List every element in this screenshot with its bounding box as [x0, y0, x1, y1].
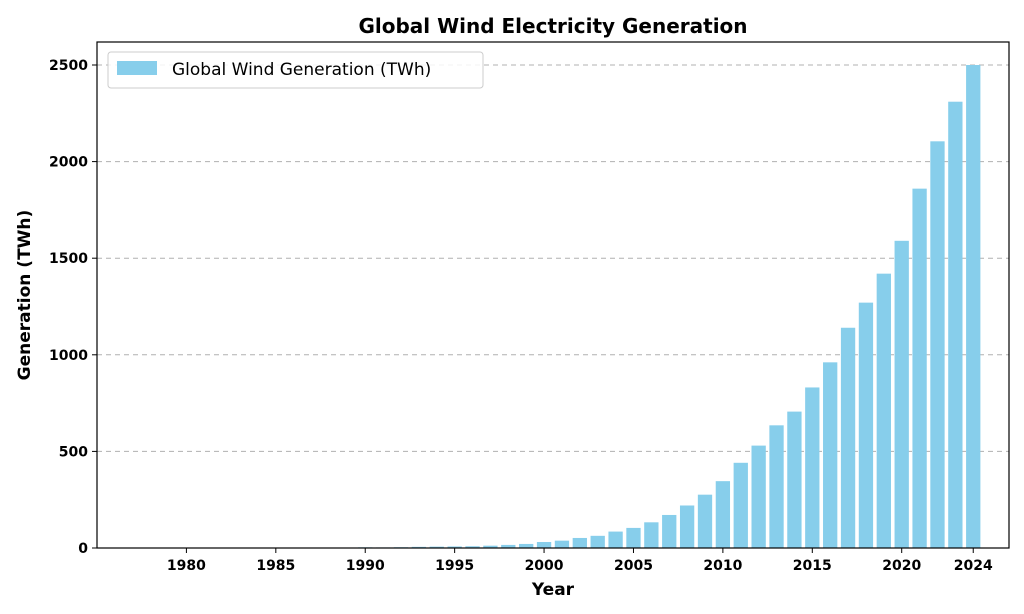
bar-2012: [751, 445, 766, 548]
bar-2023: [948, 101, 963, 548]
y-tick-label: 0: [78, 541, 88, 557]
bar-2010: [715, 481, 731, 548]
x-tick-label: 2010: [703, 558, 742, 574]
x-axis-ticks: 1980 1985 1990 1995 2000 2005 2010 2015 2020 2024: [167, 548, 993, 574]
bar-2024: [966, 65, 981, 548]
legend-label: Global Wind Generation (TWh): [172, 60, 431, 80]
x-tick-label: 2020: [882, 558, 921, 574]
bar-2003: [590, 535, 605, 548]
bar-2018: [858, 302, 874, 548]
bar-2007: [662, 514, 677, 548]
bar-2016: [823, 362, 838, 548]
bar-2022: [930, 141, 945, 548]
y-axis-label: Generation (TWh): [15, 210, 35, 381]
legend: Global Wind Generation (TWh): [107, 51, 484, 89]
bar-2004: [608, 531, 623, 548]
bar-2002: [572, 537, 587, 548]
x-tick-label: 2000: [525, 558, 564, 574]
bar-2008: [679, 505, 695, 548]
bar-2017: [840, 327, 856, 548]
bar-2005: [626, 527, 641, 548]
y-tick-label: 500: [59, 444, 88, 460]
bar-2001: [554, 540, 570, 548]
bar-1996: [465, 546, 480, 548]
bar-1998: [501, 544, 516, 548]
chart-title: Global Wind Electricity Generation: [358, 14, 747, 38]
legend-box: [107, 51, 484, 89]
bar-2006: [644, 522, 659, 548]
bar-2011: [733, 462, 748, 548]
bar-2015: [805, 387, 820, 548]
grid-lines: [97, 64, 1009, 452]
x-tick-label: 2024: [954, 558, 993, 574]
bar-2000: [536, 542, 552, 548]
x-tick-label: 2015: [793, 558, 832, 574]
bar-1999: [519, 543, 534, 548]
x-tick-label: 1995: [435, 558, 474, 574]
bar-1995: [447, 546, 462, 548]
y-tick-label: 2500: [49, 58, 88, 74]
bar-1994: [429, 546, 444, 548]
x-tick-label: 1980: [167, 558, 206, 574]
y-tick-label: 1000: [49, 348, 88, 364]
x-tick-label: 1990: [346, 558, 385, 574]
bar-2013: [769, 425, 784, 548]
bar-2019: [876, 273, 891, 548]
y-tick-label: 2000: [49, 155, 88, 171]
x-tick-label: 1985: [256, 558, 295, 574]
y-axis-ticks: 0 500 1000 1500 2000 2500: [49, 58, 97, 557]
bar-2009: [697, 494, 713, 548]
legend-swatch: [117, 61, 157, 75]
x-tick-label: 2005: [614, 558, 653, 574]
bar-series: [179, 65, 981, 548]
y-tick-label: 1500: [49, 251, 88, 267]
bar-2014: [787, 411, 802, 548]
x-axis-label: Year: [531, 580, 575, 600]
plot-frame: [96, 41, 1010, 549]
bar-2020: [894, 240, 909, 548]
bar-1997: [483, 545, 498, 548]
bar-2021: [912, 188, 927, 548]
